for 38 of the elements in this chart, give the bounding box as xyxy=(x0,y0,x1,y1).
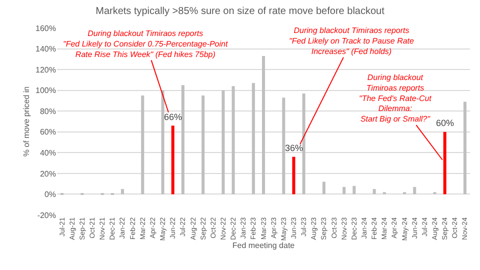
bar xyxy=(202,96,205,194)
y-tick-label: 160% xyxy=(36,24,56,33)
bar xyxy=(282,98,286,194)
annotation: During blackout Timiraos reports "Fed Likely on Track to Pause Rate Increases" (Fed holds) xyxy=(289,26,415,56)
bar xyxy=(342,186,346,194)
bar xyxy=(302,93,306,194)
x-axis-title: Fed meeting date xyxy=(232,240,296,250)
bar xyxy=(252,83,255,194)
y-tick-label: 80% xyxy=(40,106,56,116)
bar xyxy=(322,182,326,194)
bar xyxy=(161,90,164,194)
bar xyxy=(141,96,144,194)
chart-title: Markets typically >85% sure on size of rate move before blackout xyxy=(96,6,385,17)
annotation: During blackout Timiraos reports "Fed Likely to Consider 0.75-Percentage-Point Rate Rise This Week" (Fed hikes 75bp) xyxy=(63,29,228,59)
bar xyxy=(222,90,225,194)
y-tick-label: 40% xyxy=(40,148,56,158)
bar xyxy=(120,189,124,194)
annotation: During blackout Timiroas reports "The Fed's Rate-Cut Dilemma: Start Big or Small?" xyxy=(359,73,432,124)
bar xyxy=(352,186,356,194)
y-tick-label: 20% xyxy=(40,169,56,178)
y-tick-label: -20% xyxy=(37,210,56,220)
y-tick-label: 60% xyxy=(40,128,56,137)
y-tick-label: 100% xyxy=(36,86,56,96)
bar xyxy=(413,186,416,194)
bar xyxy=(181,85,184,194)
y-tick-label: 120% xyxy=(36,65,56,74)
bar xyxy=(372,189,376,194)
bar xyxy=(292,156,296,194)
bar xyxy=(232,86,235,194)
bar xyxy=(262,56,266,194)
y-axis-title: % of move priced in xyxy=(22,86,32,157)
data-label: 60% xyxy=(436,118,454,128)
y-tick-label: 0% xyxy=(44,190,56,200)
bar xyxy=(171,126,174,194)
bar xyxy=(463,102,466,194)
y-tick-label: 140% xyxy=(36,44,56,54)
data-label: 36% xyxy=(285,143,304,153)
data-label: 66% xyxy=(164,112,182,122)
